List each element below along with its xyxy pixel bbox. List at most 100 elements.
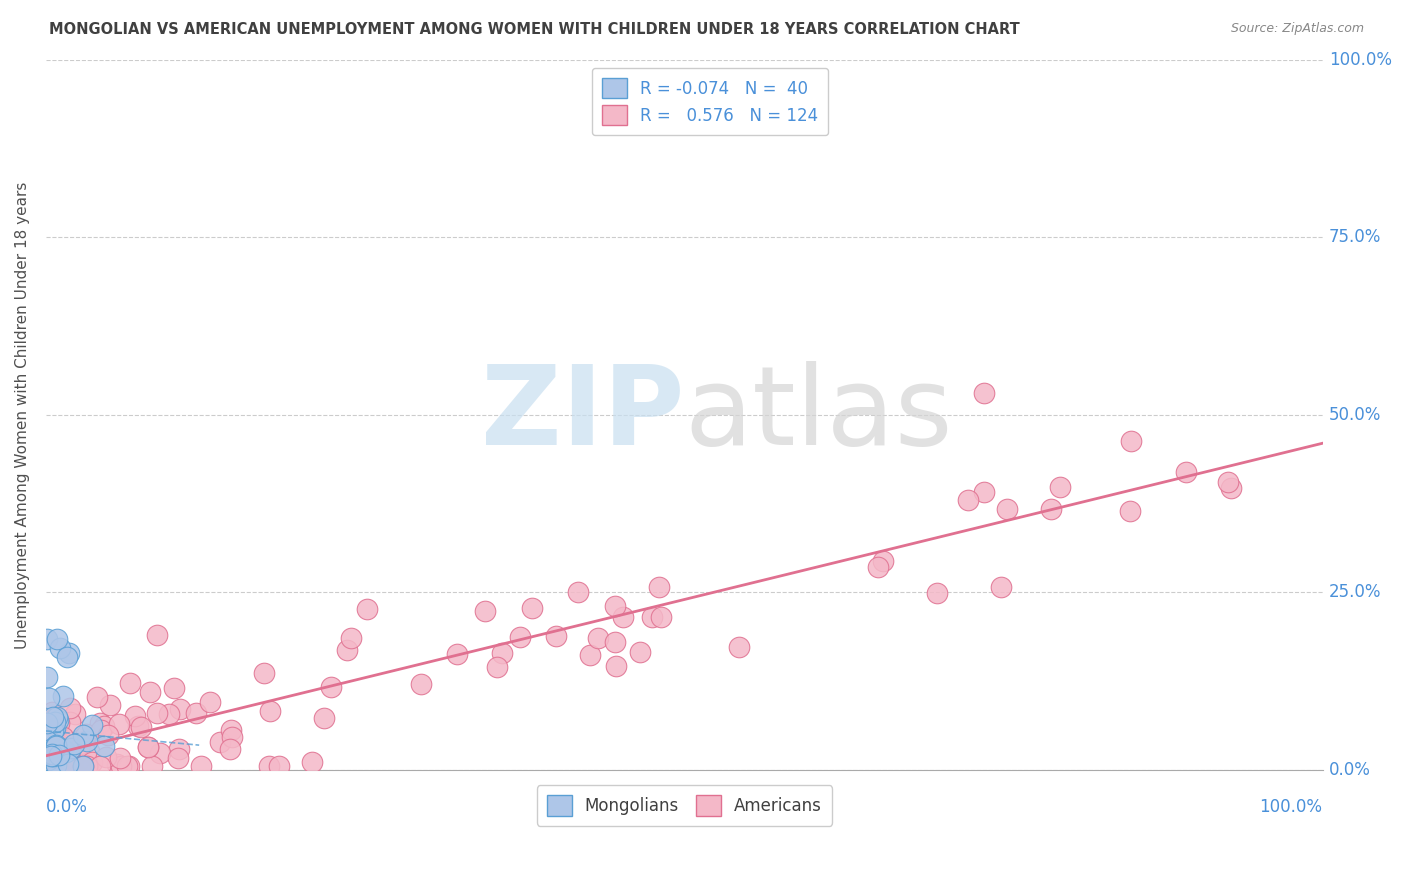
- Point: [42, 715, 65, 730]
- Point: [579, 648, 602, 663]
- Point: [603, 599, 626, 614]
- Point: [77, 744, 100, 758]
- Point: [485, 660, 508, 674]
- Point: [44, 721, 66, 735]
- Point: [75, 727, 97, 741]
- Point: [96, 750, 118, 764]
- Point: [253, 665, 276, 680]
- Point: [336, 642, 359, 657]
- Point: [138, 684, 160, 698]
- Point: [110, 759, 132, 773]
- Point: [118, 759, 141, 773]
- Point: [221, 730, 243, 744]
- Point: [53, 759, 76, 773]
- Text: 75.0%: 75.0%: [1329, 228, 1381, 246]
- Point: [605, 635, 627, 649]
- Point: [45, 735, 67, 749]
- Point: [219, 723, 242, 737]
- Point: [72, 759, 94, 773]
- Point: [105, 756, 128, 771]
- Point: [66, 755, 89, 769]
- Point: [37, 632, 59, 646]
- Point: [41, 759, 63, 773]
- Point: [520, 600, 543, 615]
- Point: [127, 719, 149, 733]
- Point: [567, 584, 589, 599]
- Text: 0.0%: 0.0%: [1329, 761, 1371, 779]
- Point: [41, 759, 63, 773]
- Point: [146, 628, 169, 642]
- Point: [52, 690, 75, 704]
- Point: [42, 710, 65, 724]
- Point: [58, 759, 80, 773]
- Point: [257, 759, 280, 773]
- Point: [49, 759, 72, 773]
- Point: [58, 757, 80, 772]
- Point: [356, 601, 378, 615]
- Legend: Mongolians, Americans: Mongolians, Americans: [537, 785, 832, 826]
- Point: [141, 759, 163, 773]
- Point: [41, 716, 63, 731]
- Point: [118, 676, 141, 690]
- Point: [56, 649, 79, 664]
- Point: [60, 759, 83, 773]
- Point: [44, 714, 66, 729]
- Point: [59, 741, 82, 756]
- Point: [957, 493, 980, 508]
- Point: [115, 758, 138, 772]
- Point: [45, 710, 67, 724]
- Point: [80, 718, 103, 732]
- Point: [648, 580, 671, 594]
- Point: [131, 720, 153, 734]
- Point: [73, 734, 96, 748]
- Point: [259, 704, 281, 718]
- Point: [62, 754, 84, 768]
- Point: [509, 630, 531, 644]
- Point: [208, 735, 231, 749]
- Point: [49, 641, 72, 656]
- Text: 50.0%: 50.0%: [1329, 406, 1381, 424]
- Point: [42, 748, 65, 763]
- Point: [55, 745, 77, 759]
- Point: [93, 719, 115, 733]
- Point: [37, 734, 59, 748]
- Point: [48, 716, 70, 731]
- Point: [41, 759, 63, 773]
- Point: [41, 759, 63, 773]
- Point: [1219, 481, 1241, 495]
- Point: [728, 640, 751, 654]
- Point: [491, 647, 513, 661]
- Point: [868, 560, 890, 574]
- Point: [321, 680, 343, 694]
- Point: [69, 737, 91, 751]
- Point: [41, 759, 63, 773]
- Point: [973, 386, 995, 401]
- Point: [641, 609, 664, 624]
- Point: [48, 726, 70, 740]
- Point: [628, 645, 651, 659]
- Point: [650, 610, 672, 624]
- Point: [41, 747, 63, 761]
- Point: [301, 755, 323, 769]
- Point: [149, 746, 172, 760]
- Point: [82, 755, 104, 769]
- Point: [46, 759, 69, 773]
- Point: [52, 741, 75, 756]
- Point: [38, 759, 60, 773]
- Point: [97, 728, 120, 742]
- Point: [59, 714, 82, 729]
- Point: [41, 759, 63, 773]
- Point: [219, 742, 242, 756]
- Point: [169, 741, 191, 756]
- Point: [925, 586, 948, 600]
- Point: [45, 742, 67, 756]
- Point: [60, 759, 83, 773]
- Point: [60, 759, 83, 773]
- Point: [546, 629, 568, 643]
- Point: [973, 485, 995, 500]
- Point: [44, 710, 66, 724]
- Point: [184, 706, 207, 720]
- Point: [45, 738, 67, 752]
- Point: [163, 681, 186, 695]
- Point: [340, 632, 363, 646]
